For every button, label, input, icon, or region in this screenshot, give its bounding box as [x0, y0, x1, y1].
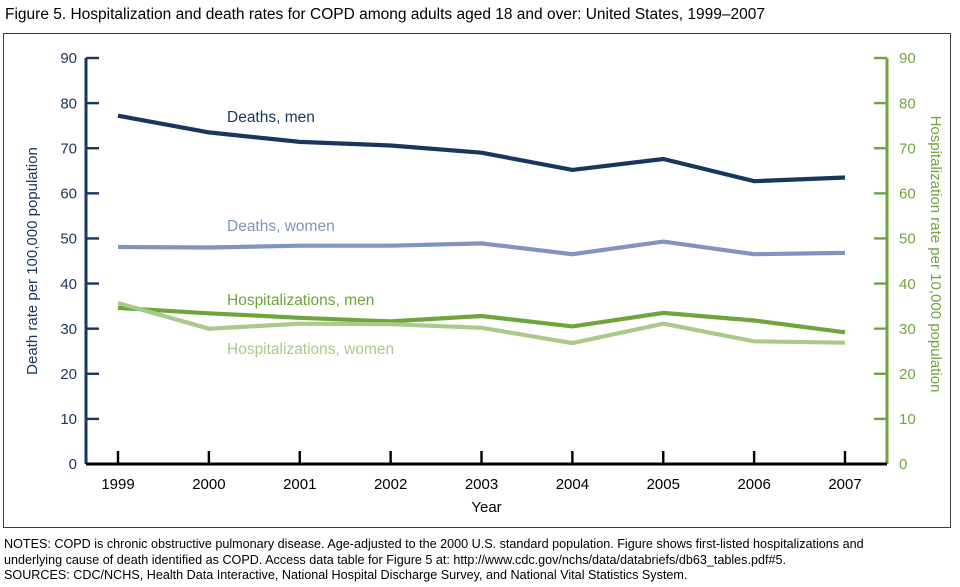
right-axis-tick-label: 30 [899, 321, 916, 338]
left-axis-tick-label: 60 [60, 186, 77, 203]
series-label-deaths-men: Deaths, men [227, 109, 315, 126]
copd-chart-svg: 0 10 20 30 40 50 60 70 80 90 Death rate per 100,00… [24, 50, 944, 516]
right-axis-tick-label: 10 [899, 411, 916, 428]
left-axis-tick-label: 20 [60, 366, 77, 383]
series-line-deaths-women [117, 239, 846, 257]
chart-notes: NOTES: COPD is chronic obstructive pulmo… [4, 537, 956, 584]
left-axis-tick-label: 10 [60, 411, 77, 428]
sources-line: SOURCES: CDC/NCHS, Health Data Interacti… [4, 568, 688, 583]
x-axis-tick-label: 2006 [737, 476, 770, 493]
right-axis-tick-label: 70 [899, 140, 916, 157]
left-axis-tick-label: 90 [60, 50, 77, 67]
series-line-hospitalizations-women [117, 300, 846, 346]
notes-line-2: underlying cause of death identified as … [4, 552, 786, 567]
x-axis-tick-label: 2002 [374, 476, 407, 493]
x-axis-title: Year [471, 499, 501, 516]
x-axis-tick-label: 2004 [556, 476, 589, 493]
series-line-hospitalizations-men [117, 305, 846, 335]
x-axis-tick-label: 2003 [465, 476, 498, 493]
x-axis-tick-label: 2007 [828, 476, 861, 493]
right-axis-tick-label: 40 [899, 276, 916, 293]
series-label-hospitalizations-women: Hospitalizations, women [227, 341, 394, 358]
left-axis-tick-label: 50 [60, 231, 77, 248]
chart-frame: 0 10 20 30 40 50 60 70 80 90 Death rate per 100,00… [3, 33, 951, 528]
left-axis-title: Death rate per 100,000 population [24, 147, 41, 375]
x-axis-tick-label: 1999 [101, 476, 134, 493]
right-axis-tick-label: 50 [899, 231, 916, 248]
notes-line-1: NOTES: COPD is chronic obstructive pulmo… [4, 537, 864, 551]
right-axis-tick-label: 20 [899, 366, 916, 383]
series-line-deaths-men [117, 113, 846, 184]
left-axis-tick-label: 70 [60, 140, 77, 157]
right-axis-tick-label: 80 [899, 95, 916, 112]
right-axis-title: Hospitalization rate per 10,000 populati… [927, 116, 944, 393]
right-axis-tick-label: 0 [899, 456, 907, 473]
x-axis-tick-label: 2001 [283, 476, 316, 493]
right-axis-tick-label: 60 [899, 186, 916, 203]
series-label-hospitalizations-men: Hospitalizations, men [227, 292, 374, 309]
x-axis-tick-label: 2000 [192, 476, 225, 493]
x-axis-tick-label: 2005 [647, 476, 680, 493]
left-axis-tick-label: 80 [60, 95, 77, 112]
left-axis-tick-label: 30 [60, 321, 77, 338]
right-axis-tick-label: 90 [899, 50, 916, 67]
figure-title: Figure 5. Hospitalization and death rate… [5, 6, 765, 23]
left-axis-tick-label: 40 [60, 276, 77, 293]
series-label-deaths-women: Deaths, women [227, 218, 335, 235]
left-axis-tick-label: 0 [69, 456, 77, 473]
